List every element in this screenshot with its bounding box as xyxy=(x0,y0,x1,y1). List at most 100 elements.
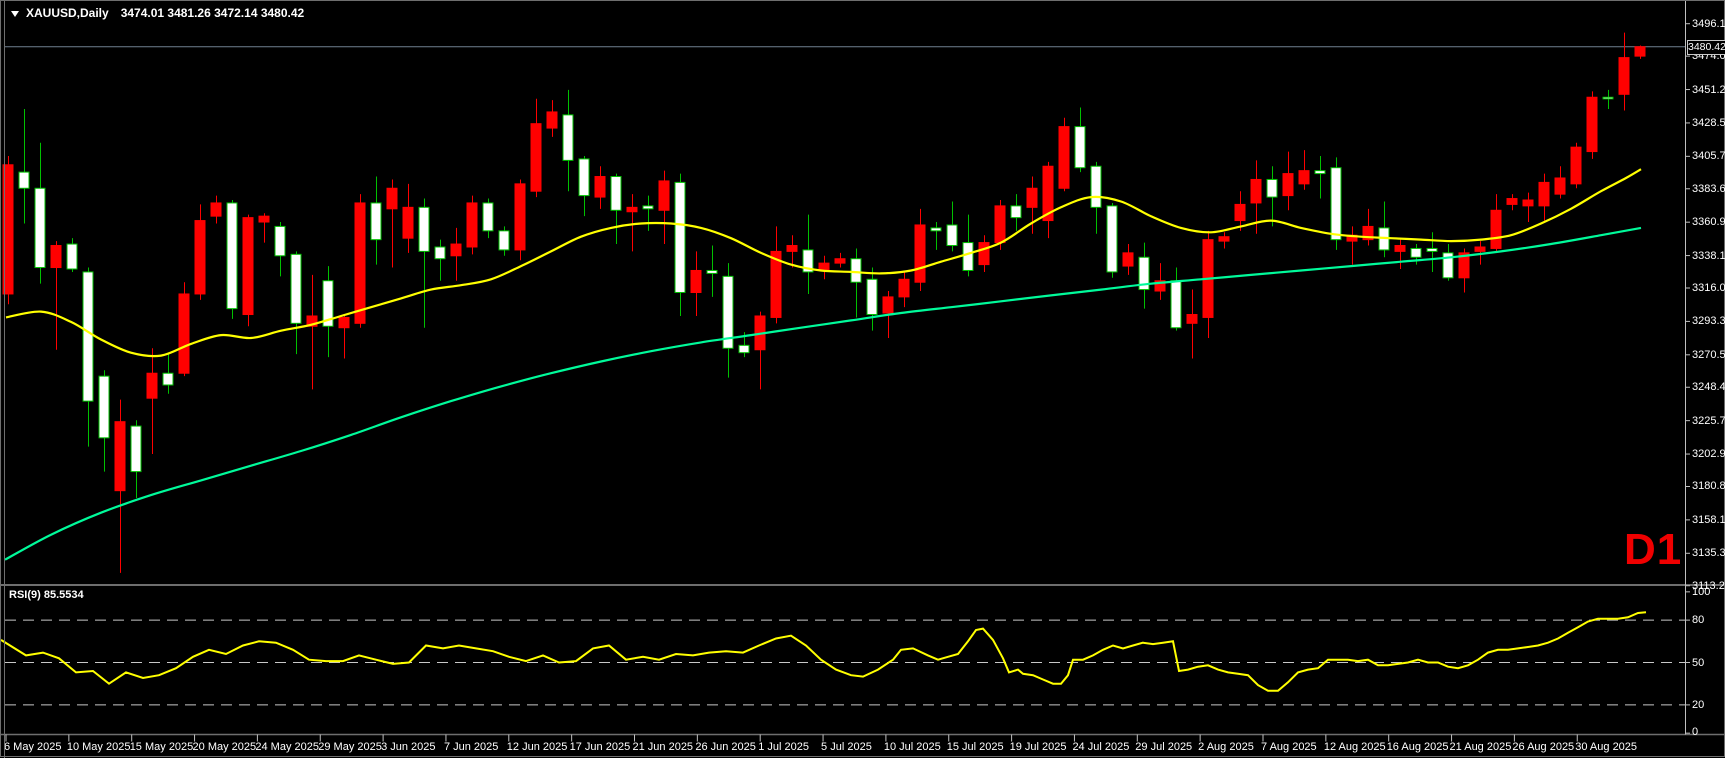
time-label: 7 Aug 2025 xyxy=(1261,741,1317,753)
candle-bull xyxy=(1394,245,1406,252)
symbol-timeframe-label: XAUUSD,Daily xyxy=(26,6,109,20)
candle-bull xyxy=(834,258,846,264)
candle-bear xyxy=(562,114,574,161)
candle-bull xyxy=(1458,252,1470,279)
price-label: 3113.25 xyxy=(1692,579,1725,592)
price-label: 3316.05 xyxy=(1692,282,1725,294)
candle-bull xyxy=(1618,57,1630,95)
candle-bear xyxy=(706,269,718,274)
candle-bull xyxy=(466,202,478,248)
window-edge xyxy=(4,1,5,758)
candle-bull xyxy=(690,269,702,293)
price-label: 3180.85 xyxy=(1692,480,1725,493)
chart-title: XAUUSD,Daily 3474.01 3481.26 3472.14 3480… xyxy=(11,6,304,20)
price-label: 3496.10 xyxy=(1692,17,1725,30)
price-label: 3202.95 xyxy=(1692,448,1725,461)
candle-bear xyxy=(34,187,46,269)
symbol-dropdown-icon[interactable] xyxy=(11,10,19,17)
time-label: 10 Jul 2025 xyxy=(883,741,941,753)
candle-bull xyxy=(1250,178,1262,204)
ohlc-readout: 3474.01 3481.26 3472.14 3480.42 xyxy=(120,6,305,20)
candle-bull xyxy=(146,372,158,399)
candle-bull xyxy=(1570,146,1582,185)
candle-bull xyxy=(178,293,190,374)
candle-bear xyxy=(930,227,942,232)
candle-bear xyxy=(322,280,334,327)
time-label: 3 Jun 2025 xyxy=(381,741,436,753)
price-label: 3428.50 xyxy=(1692,116,1725,129)
time-label: 2 Aug 2025 xyxy=(1198,741,1254,753)
candle-bull xyxy=(210,202,222,217)
price-label: 3360.90 xyxy=(1692,216,1725,229)
candle-bear xyxy=(1410,247,1422,258)
rsi-axis-label: 80 xyxy=(1692,614,1705,627)
rsi-axis-label: 100 xyxy=(1692,585,1711,598)
candle-bear xyxy=(738,344,750,354)
candle-bear xyxy=(1314,170,1326,175)
time-label: 24 Jul 2025 xyxy=(1072,741,1130,753)
candle-bear xyxy=(802,249,814,273)
candle-bull xyxy=(770,250,782,318)
time-label: 29 Jul 2025 xyxy=(1135,741,1193,753)
price-label: 3405.75 xyxy=(1692,150,1725,163)
candle-bear xyxy=(946,224,958,247)
candle-bull xyxy=(530,123,542,192)
time-label: 5 Jul 2025 xyxy=(821,741,872,753)
candle-bear xyxy=(1330,167,1342,241)
candle-bear xyxy=(434,246,446,260)
candle-bull xyxy=(1234,203,1246,222)
time-label: 26 Jun 2025 xyxy=(695,741,756,753)
candle-bull xyxy=(1362,225,1374,241)
candle-bull xyxy=(898,278,910,298)
candle-bear xyxy=(962,242,974,271)
candle-bull xyxy=(994,205,1006,244)
time-label: 30 Aug 2025 xyxy=(1575,741,1638,753)
candle-bull xyxy=(1554,177,1566,195)
bid-price-tag: 3480.42 xyxy=(1687,40,1725,55)
candle-bear xyxy=(850,258,862,283)
candle-bull xyxy=(114,421,126,492)
candle-bull xyxy=(1634,46,1646,57)
price-label: 3338.15 xyxy=(1692,249,1725,262)
candle-bull xyxy=(450,243,462,257)
time-label: 10 May 2025 xyxy=(66,741,131,753)
time-label: 12 Aug 2025 xyxy=(1323,741,1386,753)
candle-bear xyxy=(1602,96,1614,100)
candle-bull xyxy=(354,202,366,324)
candle-bear xyxy=(610,176,622,211)
time-label: 16 Aug 2025 xyxy=(1386,741,1449,753)
candle-bull xyxy=(1058,126,1070,189)
candle-bear xyxy=(482,202,494,232)
candle-bear xyxy=(418,206,430,252)
candle-bull xyxy=(1538,181,1550,207)
time-label: 29 May 2025 xyxy=(318,741,382,753)
candle-bull xyxy=(1490,209,1502,249)
candle-bear xyxy=(290,253,302,324)
candle-bull xyxy=(882,296,894,314)
candle-bull xyxy=(1298,170,1310,185)
candle-bull xyxy=(1282,173,1294,197)
time-label: 15 Jul 2025 xyxy=(946,741,1004,753)
candle-bull xyxy=(1154,280,1166,292)
price-label: 3383.65 xyxy=(1692,182,1725,195)
candle-bull xyxy=(1186,314,1198,324)
rsi-axis-label: 50 xyxy=(1692,656,1705,669)
candle-bull xyxy=(306,315,318,327)
price-label: 3248.45 xyxy=(1692,381,1725,394)
time-label: 21 Jun 2025 xyxy=(632,741,694,753)
price-label: 3225.70 xyxy=(1692,414,1725,427)
time-label: 19 Jul 2025 xyxy=(1009,741,1067,753)
candle-bear xyxy=(370,202,382,241)
price-label: 3270.55 xyxy=(1692,348,1725,361)
candle-bear xyxy=(1266,178,1278,198)
candle-bear xyxy=(674,181,686,293)
candle-bull xyxy=(386,187,398,210)
candle-bull xyxy=(1522,199,1534,207)
candle-bear xyxy=(722,275,734,349)
rsi-axis-label: 0 xyxy=(1692,725,1699,738)
candle-bull xyxy=(914,224,926,283)
candle-bear xyxy=(498,230,510,251)
candle-bear xyxy=(1074,126,1086,169)
